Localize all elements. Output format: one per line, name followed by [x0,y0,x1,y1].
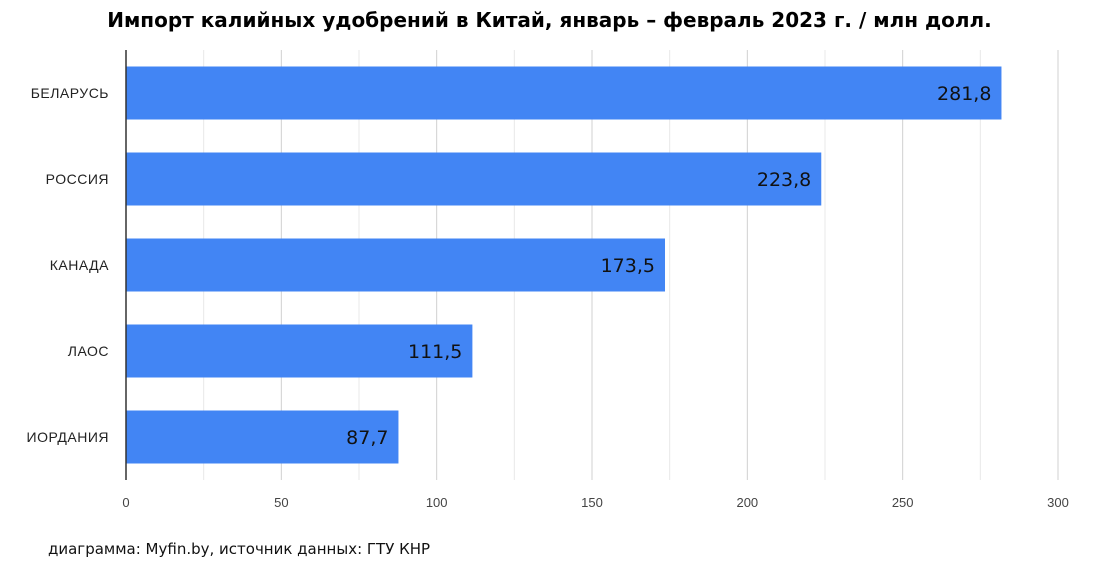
chart-title: Импорт калийных удобрений в Китай, январ… [107,8,992,32]
bar [126,324,473,378]
x-tick-label: 50 [274,495,288,510]
category-label: РОССИЯ [46,171,109,187]
x-tick-label: 250 [892,495,914,510]
x-tick-label: 200 [736,495,758,510]
bar [126,238,666,292]
bar [126,66,1002,120]
category-label: ИОРДАНИЯ [27,429,109,445]
bar-value-label: 173,5 [601,255,655,277]
bar-value-label: 111,5 [408,341,462,363]
source-footer: диаграмма: Myfin.by, источник данных: ГТ… [48,540,431,558]
category-label: БЕЛАРУСЬ [31,85,109,101]
bar-value-label: 87,7 [346,427,388,449]
category-label: КАНАДА [50,257,109,273]
bar [126,410,399,464]
bar [126,152,822,206]
x-tick-label: 150 [581,495,603,510]
x-tick-label: 0 [122,495,129,510]
bar-value-label: 281,8 [937,83,991,105]
bar-value-label: 223,8 [757,169,811,191]
x-tick-label: 300 [1047,495,1069,510]
category-label: ЛАОС [68,343,109,359]
x-tick-label: 100 [426,495,448,510]
